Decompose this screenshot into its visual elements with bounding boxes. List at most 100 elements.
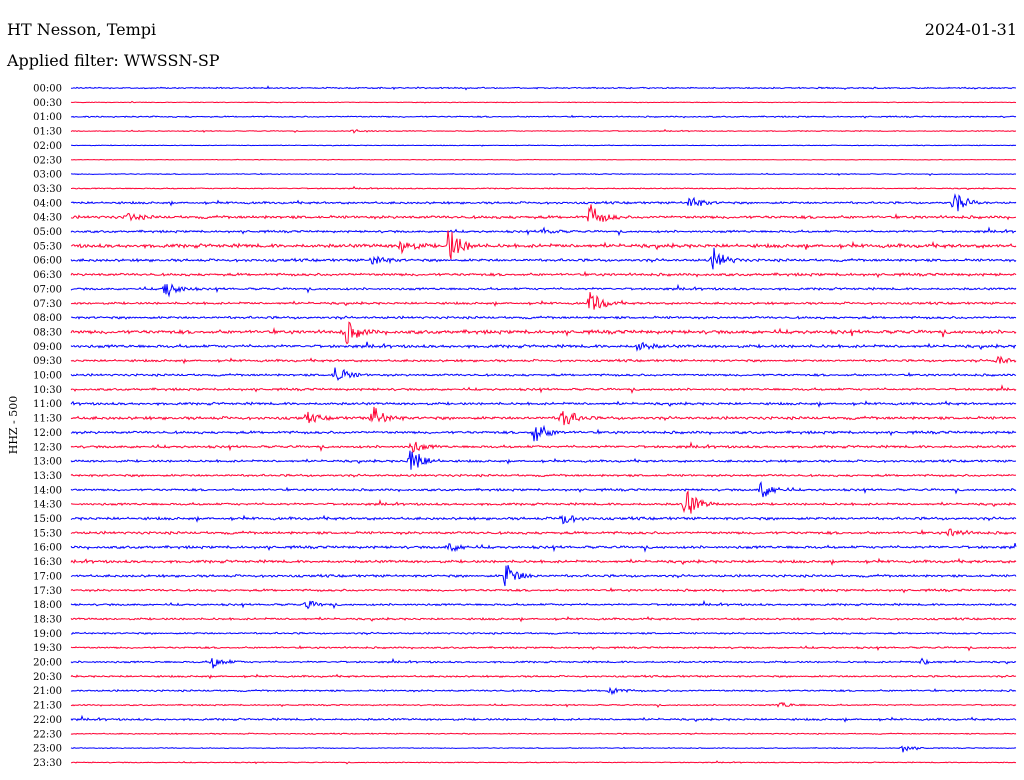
date-label: 2024-01-31: [924, 20, 1017, 39]
time-label-group: 00:00 00:30 01:00 01:30 02:00 02:30 03:00 03:30…: [33, 84, 62, 769]
time-label: 23:30: [33, 758, 62, 769]
trace-line: [70, 542, 1017, 553]
trace-line: [70, 732, 1017, 736]
trace-line: [70, 144, 1017, 147]
time-label: 14:00: [33, 485, 62, 496]
trace-line: [70, 270, 1017, 279]
time-label: 03:30: [33, 184, 62, 195]
trace-line: [70, 100, 1017, 104]
trace-line: [70, 406, 1017, 426]
time-label: 22:00: [33, 715, 62, 726]
trace-line: [70, 114, 1017, 119]
time-label: 01:30: [33, 127, 62, 138]
time-label: 08:30: [33, 327, 62, 338]
time-label: 16:30: [33, 557, 62, 568]
time-label: 05:30: [33, 241, 62, 252]
time-label: 02:00: [33, 141, 62, 152]
time-label: 12:30: [33, 442, 62, 453]
time-label: 23:00: [33, 744, 62, 755]
trace-line: [71, 172, 1017, 177]
time-label: 19:00: [33, 629, 62, 640]
trace-line: [70, 673, 1017, 680]
time-label: 07:00: [33, 284, 62, 295]
time-label: 22:30: [33, 729, 62, 740]
trace-line: [70, 657, 1017, 669]
trace-line: [70, 292, 1017, 310]
time-label: 10:30: [33, 385, 62, 396]
trace-line: [70, 686, 1017, 696]
trace-line: [70, 400, 1017, 408]
trace-line: [70, 441, 1017, 453]
trace-line: [70, 367, 1017, 381]
trace-line: [70, 745, 1017, 753]
trace-line: [71, 185, 1017, 191]
trace-line: [70, 564, 1017, 587]
time-label: 20:00: [33, 658, 62, 669]
time-label: 04:30: [33, 213, 62, 224]
time-label: 05:00: [33, 227, 62, 238]
time-label: 09:30: [33, 356, 62, 367]
time-label: 04:00: [33, 198, 62, 209]
time-label: 21:00: [33, 686, 62, 697]
trace-line: [70, 450, 1016, 470]
trace-line: [70, 645, 1017, 652]
trace-line: [70, 315, 1017, 321]
trace-line: [70, 760, 1017, 765]
time-label: 13:30: [33, 471, 62, 482]
trace-line: [70, 158, 1017, 161]
trace-line: [70, 384, 1017, 394]
trace-line: [70, 557, 1017, 567]
trace-line: [70, 341, 1017, 352]
trace-line: [70, 599, 1017, 610]
trace-line: [70, 701, 1017, 709]
time-label: 00:00: [33, 84, 62, 95]
time-label: 15:30: [33, 528, 62, 539]
trace-line: [70, 193, 1017, 212]
time-label: 21:30: [33, 701, 62, 712]
station-title: HT Nesson, Tempi: [7, 20, 157, 39]
time-label: 11:30: [33, 414, 62, 425]
trace-line: [70, 480, 1017, 498]
trace-line: [70, 615, 1017, 623]
trace-line: [70, 514, 1017, 525]
trace-line: [70, 473, 1017, 478]
time-label: 14:30: [33, 500, 62, 511]
time-label: 17:30: [33, 586, 62, 597]
trace-line: [70, 714, 1017, 723]
time-label: 02:30: [33, 155, 62, 166]
time-label: 19:30: [33, 643, 62, 654]
time-label: 07:30: [33, 299, 62, 310]
time-label: 08:00: [33, 313, 62, 324]
trace-line: [70, 128, 1017, 134]
trace-line: [70, 321, 1017, 345]
trace-line: [70, 85, 1017, 91]
time-label: 18:30: [33, 614, 62, 625]
time-label: 01:00: [33, 112, 62, 123]
time-label: 03:00: [33, 170, 62, 181]
time-label: 20:30: [33, 672, 62, 683]
trace-line: [70, 204, 1017, 222]
time-label: 15:00: [33, 514, 62, 525]
trace-line: [70, 528, 1017, 537]
trace-line: [70, 489, 1017, 514]
filter-label: Applied filter: WWSSN-SP: [7, 51, 220, 70]
time-label: 06:00: [33, 256, 62, 267]
time-label: 06:30: [33, 270, 62, 281]
trace-line: [70, 283, 1017, 298]
trace-group: [70, 85, 1017, 765]
time-label: 16:00: [33, 543, 62, 554]
trace-line: [70, 424, 1017, 442]
trace-line: [70, 587, 1017, 594]
trace-line: [70, 355, 1017, 365]
time-label: 17:00: [33, 571, 62, 582]
time-label: 12:00: [33, 428, 62, 439]
time-label: 00:30: [33, 98, 62, 109]
trace-line: [70, 247, 1017, 270]
trace-line: [70, 631, 1017, 636]
time-label: 18:00: [33, 600, 62, 611]
time-label: 10:00: [33, 371, 62, 382]
trace-line: [70, 230, 1017, 260]
y-axis-label: HHZ - 500: [7, 396, 20, 455]
time-label: 13:00: [33, 457, 62, 468]
